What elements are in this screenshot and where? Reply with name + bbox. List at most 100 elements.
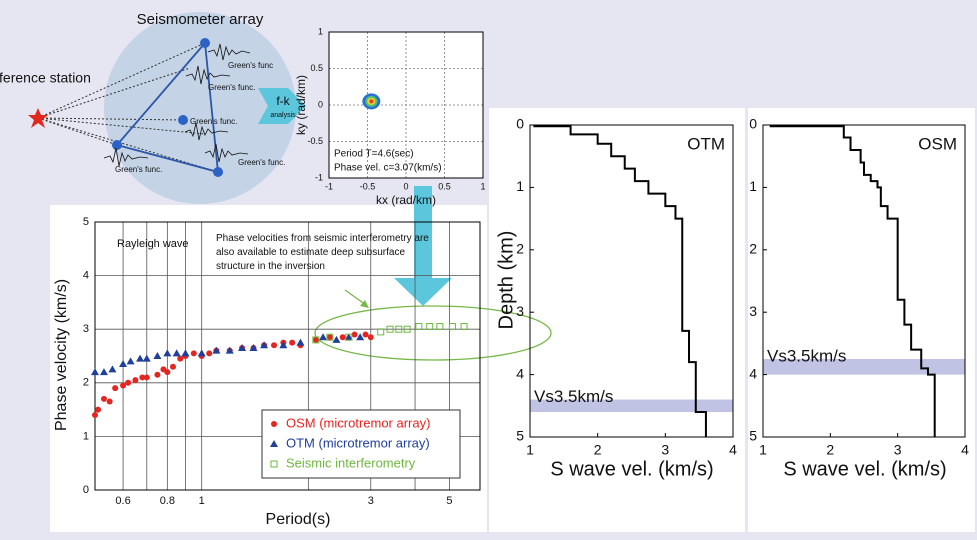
x-tick-label: 0.8 <box>160 495 175 507</box>
data-point <box>377 328 385 336</box>
greens-label: Green's func. <box>238 158 285 167</box>
y-tick-label: 4 <box>749 365 757 381</box>
x-tick-label: 0.5 <box>438 181 451 191</box>
data-point <box>362 331 369 338</box>
legend-marker <box>270 440 278 447</box>
x-tick-label: -1 <box>325 181 333 191</box>
data-point <box>181 349 190 357</box>
data-point <box>170 363 177 370</box>
y-tick-label: 2 <box>749 241 757 257</box>
seismograms <box>103 43 251 167</box>
data-point <box>460 323 468 331</box>
highlight-arrow <box>394 186 452 306</box>
data-point <box>296 338 305 346</box>
data-point <box>448 323 456 331</box>
y-tick-label: 3 <box>83 323 89 335</box>
y-tick-label: 1 <box>516 178 524 194</box>
greens-label: Green's func. <box>208 83 255 92</box>
interferometry-note: Phase velocities from seismic interferom… <box>216 233 429 272</box>
data-point <box>95 406 102 413</box>
array-title: Seismometer array <box>137 11 264 28</box>
data-point <box>136 354 145 362</box>
plot-frame <box>94 221 481 491</box>
data-point <box>212 346 221 354</box>
data-point <box>125 379 132 386</box>
data-point <box>403 325 411 333</box>
data-point <box>344 333 353 341</box>
data-point <box>326 333 334 341</box>
annotation: Period T=4.6(sec) <box>334 149 414 160</box>
data-point <box>197 349 206 357</box>
panel-bg <box>748 108 975 532</box>
note-pointer-head <box>360 300 369 308</box>
plot-frame <box>762 124 966 438</box>
highlight-ellipse <box>314 305 552 361</box>
data-point <box>143 374 150 381</box>
chart-title: OSM <box>918 134 957 153</box>
data-point <box>415 323 423 331</box>
data-point <box>142 354 151 362</box>
array-circle <box>104 12 296 204</box>
data-point <box>132 377 139 384</box>
x-axis-label: kx (rad/km) <box>376 193 436 207</box>
y-tick-label: -1 <box>315 172 323 182</box>
vs-band-label: Vs3.5km/s <box>767 346 846 365</box>
legend-marker <box>270 460 278 468</box>
x-tick-label: 1 <box>480 181 485 191</box>
data-point <box>345 333 353 341</box>
y-tick-label: 2 <box>83 377 89 389</box>
data-point <box>153 352 162 359</box>
data-point <box>367 334 374 341</box>
legend-marker <box>271 421 277 427</box>
data-point <box>126 357 135 365</box>
data-point <box>106 398 113 405</box>
x-tick-label: 3 <box>661 442 669 458</box>
data-point <box>436 323 444 331</box>
y-tick-label: 0 <box>318 99 323 109</box>
profile-line <box>769 125 936 437</box>
data-point <box>164 369 171 376</box>
data-point <box>206 350 213 357</box>
x-tick-label: -0.5 <box>360 181 376 191</box>
x-tick-label: 1 <box>526 442 534 458</box>
vs-band-label: Vs3.5km/s <box>534 387 613 406</box>
y-tick-label: 1 <box>318 26 323 36</box>
annotation: Rayleigh wave <box>117 238 189 250</box>
data-point <box>289 339 296 346</box>
y-tick-label: 0 <box>749 116 757 132</box>
data-point <box>154 371 161 378</box>
data-point <box>172 349 181 357</box>
data-point <box>225 346 234 354</box>
y-axis-label: Depth (km) <box>495 231 517 330</box>
legend-label: OSM (microtremor array) <box>286 415 430 430</box>
x-axis-label: Period(s) <box>266 511 331 528</box>
y-tick-label: 3 <box>749 303 757 319</box>
greens-label: Green's func. <box>115 165 162 174</box>
data-point <box>386 325 394 333</box>
panel-bg <box>489 108 745 532</box>
data-point <box>177 355 184 362</box>
stations <box>112 38 223 177</box>
fk-arrow-label: f-k <box>276 94 290 108</box>
y-tick-label: 5 <box>83 216 89 228</box>
x-tick-label: 3 <box>368 495 374 507</box>
greens-label: Green's func <box>228 61 273 70</box>
x-axis-label: S wave vel. (km/s) <box>550 458 713 480</box>
annotation: Phase vel. c=3.07(km/s) <box>334 163 442 174</box>
data-point <box>332 335 341 343</box>
y-tick-label: 5 <box>516 428 524 444</box>
data-point <box>100 395 107 402</box>
x-tick-label: 5 <box>446 495 452 507</box>
x-tick-label: 3 <box>894 442 902 458</box>
array-links <box>115 42 220 174</box>
data-point <box>139 374 146 381</box>
contour-peak <box>369 99 374 104</box>
x-tick-label: 4 <box>729 442 737 458</box>
data-point <box>356 333 365 341</box>
y-tick-label: -0.5 <box>307 136 323 146</box>
x-tick-label: 0 <box>403 181 408 191</box>
data-point <box>163 349 172 357</box>
data-point <box>260 341 269 349</box>
data-point <box>120 382 127 389</box>
